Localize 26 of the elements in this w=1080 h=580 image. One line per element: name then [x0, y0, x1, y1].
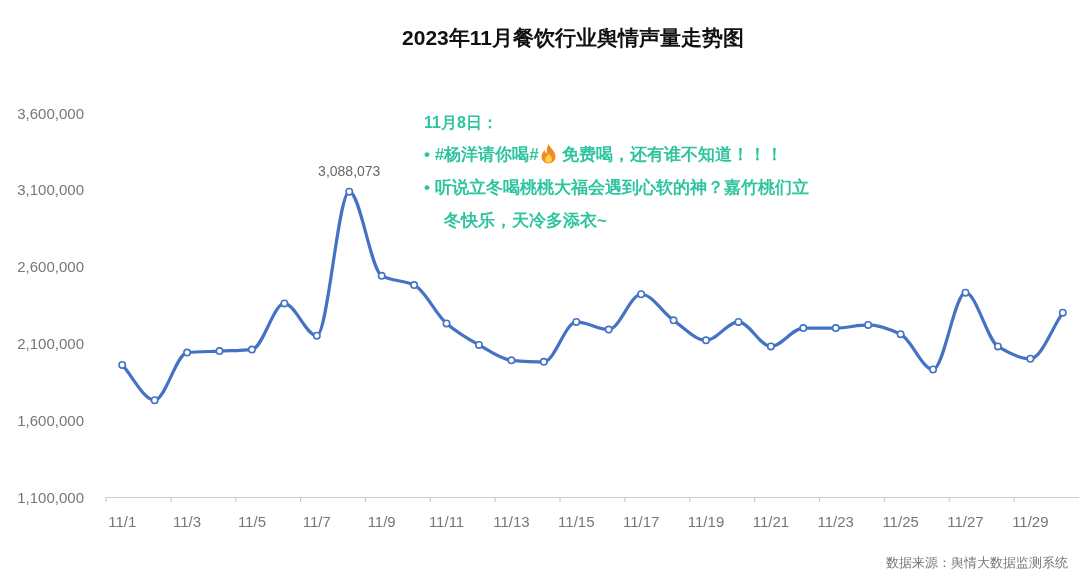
y-tick-label: 1,100,000 — [17, 488, 84, 506]
annotation: • 听说立冬喝桃桃大福会遇到心软的神？嘉竹桃们立冬快乐，天冷多添衣~ — [424, 177, 810, 232]
x-tick-label: 11/21 — [752, 512, 790, 530]
x-tick-label: 11/9 — [367, 512, 396, 530]
x-tick-label: 11/7 — [302, 512, 331, 530]
x-tick-label: 11/29 — [1012, 512, 1049, 530]
x-tick-label: 11/5 — [237, 512, 266, 530]
annotation-source: 数据来源：舆情大数据监测系统 — [886, 555, 1068, 570]
y-tick-label: 3,100,000 — [17, 181, 84, 199]
y-tick-label: 2,100,000 — [17, 334, 84, 352]
x-tick-label: 11/15 — [558, 512, 595, 530]
x-tick-label: 11/11 — [428, 512, 465, 530]
y-tick-label: 2,600,000 — [17, 258, 84, 276]
x-tick-label: 11/17 — [622, 512, 660, 530]
y-tick-label: 1,600,000 — [17, 411, 84, 429]
x-tick-label: 11/27 — [947, 512, 984, 530]
x-tick-label: 11/1 — [108, 512, 137, 530]
x-tick-label: 11/25 — [882, 512, 919, 530]
y-tick-label: 3,600,000 — [17, 104, 84, 122]
annotation: 11月8日： — [424, 113, 499, 133]
x-tick-label: 11/3 — [173, 512, 202, 530]
x-tick-label: 11/23 — [817, 512, 854, 530]
data-label: 3,088,073 — [318, 162, 381, 179]
x-tick-label: 11/13 — [493, 512, 530, 530]
title: 2023年11月餐饮行业舆情声量走势图 — [402, 26, 744, 49]
x-tick-label: 11/19 — [687, 512, 725, 530]
